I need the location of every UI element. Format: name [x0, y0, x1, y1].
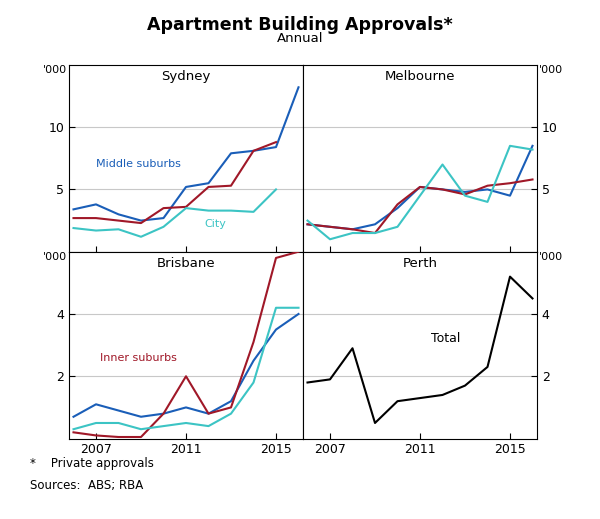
Text: '000: '000	[43, 65, 67, 75]
Text: Brisbane: Brisbane	[157, 257, 215, 270]
Text: Perth: Perth	[403, 257, 437, 270]
Text: '000: '000	[539, 252, 563, 262]
Text: Total: Total	[431, 332, 461, 345]
Text: '000: '000	[43, 252, 67, 262]
Text: *    Private approvals: * Private approvals	[30, 457, 154, 470]
Text: City: City	[204, 219, 226, 229]
Text: Inner suburbs: Inner suburbs	[101, 353, 178, 363]
Text: Melbourne: Melbourne	[385, 71, 455, 84]
Text: Apartment Building Approvals*: Apartment Building Approvals*	[147, 16, 453, 34]
Text: Middle suburbs: Middle suburbs	[96, 159, 181, 169]
Text: '000: '000	[539, 65, 563, 75]
Text: Annual: Annual	[277, 32, 323, 45]
Text: Sydney: Sydney	[161, 71, 211, 84]
Text: Sources:  ABS; RBA: Sources: ABS; RBA	[30, 479, 143, 491]
